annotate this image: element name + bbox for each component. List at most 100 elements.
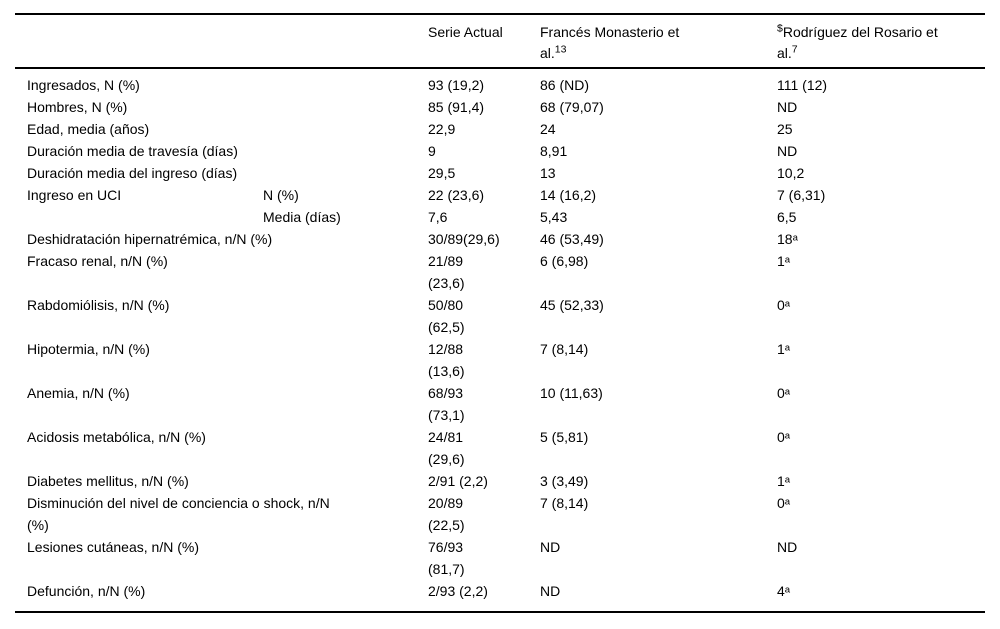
cell-frances-monasterio: ND [540, 539, 561, 555]
cell-rodriguez-del-rosario: 1ᵃ [777, 473, 790, 489]
header-rodriguez-prefix-superscript: $ [777, 22, 783, 35]
cell-frances-monasterio: 8,91 [540, 143, 568, 159]
table-row: Deshidratación hipernatrémica, n/N (%) 30… [15, 228, 985, 250]
cell-serie-actual: 22 (23,6) [428, 187, 485, 203]
row-sublabel: Media (días) [263, 209, 341, 225]
cell-frances-monasterio: 24 [540, 121, 556, 137]
table-row: Duración media de travesía (días) 9 8,91 ND [15, 140, 985, 162]
table-row: Media (días) 7,6 5,43 6,5 [15, 206, 985, 228]
cell-frances-monasterio: 13 [540, 165, 556, 181]
cell-frances-monasterio: 14 (16,2) [540, 187, 597, 203]
row-label: Diabetes mellitus, n/N (%) [27, 473, 189, 489]
cell-frances-monasterio: 10 (11,63) [540, 385, 603, 401]
table-row: Ingresados, N (%) 93 (19,2) 86 (ND) 111 (12… [15, 68, 985, 96]
table-row: Diabetes mellitus, n/N (%) 2/91 (2,2) 3 (3… [15, 470, 985, 492]
row-label: Ingresados, N (%) [27, 77, 140, 93]
table-row: Fracaso renal, n/N (%) 21/89 (23,6) 6 (6,9… [15, 250, 985, 294]
cell-serie-actual: 93 (19,2) [428, 77, 485, 93]
row-label: Duración media del ingreso (días) [27, 165, 238, 181]
table-row: Ingreso en UCI N (%) 22 (23,6) 14 (16,2) 7 (… [15, 184, 985, 206]
row-label: Edad, media (años) [27, 121, 150, 137]
header-frances-monasterio: Francés Monasterio et al.13 [540, 14, 777, 69]
cell-rodriguez-del-rosario: 6,5 [777, 209, 797, 225]
cell-frances-monasterio: 45 (52,33) [540, 297, 604, 313]
cell-rodriguez-del-rosario: 7 (6,31) [777, 187, 826, 203]
header-rodriguez-del-rosario: $Rodríguez del Rosario et al.7 [777, 14, 985, 69]
cell-frances-monasterio: 5,43 [540, 209, 568, 225]
row-label: Disminución del nivel de conciencia o sh… [27, 495, 330, 533]
row-label: Ingreso en UCI [27, 187, 122, 203]
cell-rodriguez-del-rosario: ND [777, 539, 798, 555]
cell-rodriguez-del-rosario: 1ᵃ [777, 253, 790, 269]
cell-rodriguez-del-rosario: 0ᵃ [777, 429, 790, 445]
row-label: Duración media de travesía (días) [27, 143, 238, 159]
cell-serie-actual: 22,9 [428, 121, 456, 137]
cell-frances-monasterio: 68 (79,07) [540, 99, 604, 115]
cell-serie-actual: 7,6 [428, 209, 448, 225]
table-row: Edad, media (años) 22,9 24 25 [15, 118, 985, 140]
cell-serie-actual: 68/93 (73,1) [428, 385, 465, 423]
table-row: Duración media del ingreso (días) 29,5 13 1… [15, 162, 985, 184]
cell-rodriguez-del-rosario: 0ᵃ [777, 385, 790, 401]
cell-frances-monasterio: 7 (8,14) [540, 495, 589, 511]
header-frances-name: Francés Monasterio et al. [540, 24, 680, 61]
cell-rodriguez-del-rosario: ND [777, 143, 798, 159]
table-body: Ingresados, N (%) 93 (19,2) 86 (ND) 111 (12… [15, 68, 985, 612]
row-label: Hipotermia, n/N (%) [27, 341, 150, 357]
row-label: Fracaso renal, n/N (%) [27, 253, 168, 269]
table-row: Lesiones cutáneas, n/N (%) 76/93 (81,7) ND… [15, 536, 985, 580]
cell-rodriguez-del-rosario: 1ᵃ [777, 341, 790, 357]
cell-rodriguez-del-rosario: 25 [777, 121, 793, 137]
table-row: Defunción, n/N (%) 2/93 (2,2) ND 4ᵃ [15, 580, 985, 612]
table-row: Rabdomiólisis, n/N (%) 50/80 (62,5) 45 (52… [15, 294, 985, 338]
header-row: Serie Actual Francés Monasterio et al.13… [15, 14, 985, 69]
table-header: Serie Actual Francés Monasterio et al.13… [15, 14, 985, 69]
header-rodriguez-name: Rodríguez del Rosario et al. [777, 24, 938, 61]
table-row: Anemia, n/N (%) 68/93 (73,1) 10 (11,63) 0ᵃ [15, 382, 985, 426]
cell-frances-monasterio: 86 (ND) [540, 77, 590, 93]
cell-frances-monasterio: 46 (53,49) [540, 231, 604, 247]
comparison-table: Serie Actual Francés Monasterio et al.13… [15, 13, 985, 613]
row-label [15, 206, 263, 228]
cell-frances-monasterio: ND [540, 583, 561, 599]
row-label: Lesiones cutáneas, n/N (%) [27, 539, 199, 555]
row-label: Hombres, N (%) [27, 99, 128, 115]
header-serie-actual: Serie Actual [428, 14, 540, 69]
cell-rodriguez-del-rosario: 0ᵃ [777, 495, 790, 511]
header-frances-ref-superscript: 13 [554, 43, 567, 56]
header-empty-cell [15, 14, 428, 69]
row-label: Anemia, n/N (%) [27, 385, 130, 401]
header-rodriguez-ref-superscript: 7 [791, 43, 798, 56]
cell-rodriguez-del-rosario: 10,2 [777, 165, 805, 181]
cell-serie-actual: 2/91 (2,2) [428, 473, 488, 489]
cell-serie-actual: 85 (91,4) [428, 99, 485, 115]
cell-serie-actual: 9 [428, 143, 436, 159]
cell-frances-monasterio: 5 (5,81) [540, 429, 589, 445]
cell-serie-actual: 24/81 (29,6) [428, 429, 465, 467]
row-label: Defunción, n/N (%) [27, 583, 146, 599]
table-row: Acidosis metabólica, n/N (%) 24/81 (29,6)… [15, 426, 985, 470]
row-sublabel: N (%) [263, 187, 299, 203]
cell-serie-actual: 2/93 (2,2) [428, 583, 488, 599]
row-label: Acidosis metabólica, n/N (%) [27, 429, 206, 445]
cell-serie-actual: 21/89 (23,6) [428, 253, 465, 291]
cell-rodriguez-del-rosario: 4ᵃ [777, 583, 790, 599]
table-row: Hipotermia, n/N (%) 12/88 (13,6) 7 (8,14) 1… [15, 338, 985, 382]
cell-serie-actual: 76/93 (81,7) [428, 539, 465, 577]
cell-rodriguez-del-rosario: ND [777, 99, 798, 115]
cell-frances-monasterio: 6 (6,98) [540, 253, 589, 269]
cell-rodriguez-del-rosario: 111 (12) [777, 77, 828, 93]
cell-serie-actual: 30/89(29,6) [428, 231, 500, 247]
cell-serie-actual: 29,5 [428, 165, 456, 181]
cell-serie-actual: 12/88 (13,6) [428, 341, 465, 379]
table-row: Hombres, N (%) 85 (91,4) 68 (79,07) ND [15, 96, 985, 118]
row-label: Rabdomiólisis, n/N (%) [27, 297, 170, 313]
table-row: Disminución del nivel de conciencia o sh… [15, 492, 985, 536]
cell-frances-monasterio: 3 (3,49) [540, 473, 589, 489]
cell-rodriguez-del-rosario: 0ᵃ [777, 297, 790, 313]
cell-serie-actual: 50/80 (62,5) [428, 297, 465, 335]
row-label: Deshidratación hipernatrémica, n/N (%) [27, 231, 273, 247]
cell-serie-actual: 20/89 (22,5) [428, 495, 465, 533]
cell-rodriguez-del-rosario: 18ᵃ [777, 231, 798, 247]
